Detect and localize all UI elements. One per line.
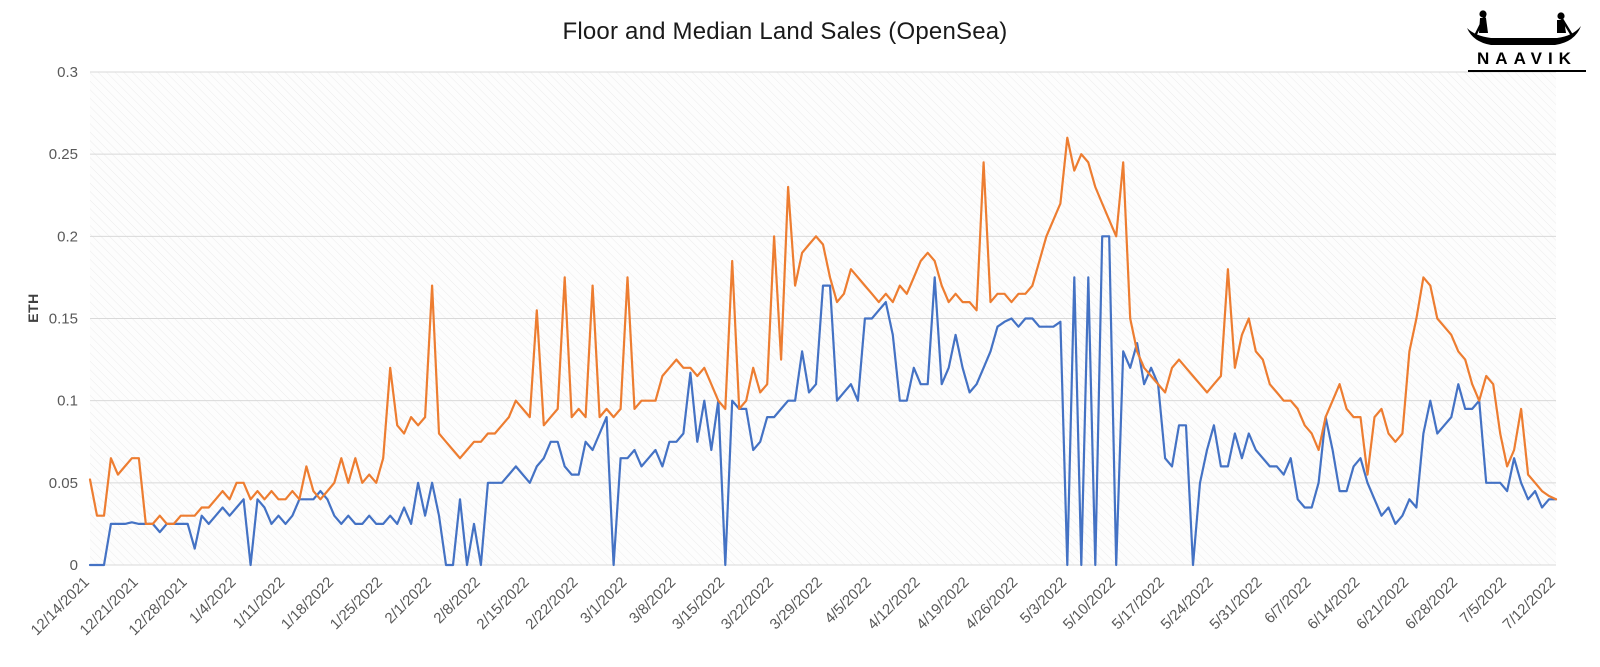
y-tick-label: 0.1 — [57, 393, 78, 410]
y-tick-label: 0.05 — [49, 475, 78, 492]
x-tick-label: 1/18/2022 — [278, 574, 337, 633]
x-tick-label: 5/31/2022 — [1206, 574, 1265, 633]
x-tick-label: 5/24/2022 — [1158, 574, 1217, 633]
y-axis-title: ETH — [24, 293, 41, 323]
floor-series-line — [88, 235, 1558, 567]
y-tick-label: 0.3 — [57, 64, 78, 81]
naavik-logo-text: NAAVIK — [1468, 49, 1586, 72]
x-tick-label: 6/21/2022 — [1353, 574, 1412, 633]
median-series-line — [88, 136, 1558, 526]
x-tick-label: 5/10/2022 — [1060, 574, 1119, 633]
x-tick-label: 2/15/2022 — [473, 574, 532, 633]
x-tick-label: 3/29/2022 — [767, 574, 826, 633]
x-tick-label: 7/12/2022 — [1500, 574, 1559, 633]
y-tick-label: 0 — [70, 557, 78, 574]
x-tick-label: 4/26/2022 — [962, 574, 1021, 633]
naavik-logo: NAAVIK — [1462, 6, 1586, 72]
y-tick-label: 0.2 — [57, 228, 78, 245]
x-tick-label: 4/19/2022 — [913, 574, 972, 633]
x-tick-label: 3/22/2022 — [718, 574, 777, 633]
x-tick-label: 2/22/2022 — [522, 574, 581, 633]
x-tick-label: 4/12/2022 — [864, 574, 923, 633]
data-series — [88, 136, 1558, 567]
x-tick-label: 1/25/2022 — [327, 574, 386, 633]
y-tick-label: 0.15 — [49, 311, 78, 328]
x-tick-label: 2/1/2022 — [382, 574, 435, 627]
x-tick-label: 3/15/2022 — [669, 574, 728, 633]
x-tick-label: 5/17/2022 — [1109, 574, 1168, 633]
y-tick-label: 0.25 — [49, 146, 78, 163]
x-tick-label: 3/1/2022 — [577, 574, 630, 627]
x-tick-label: 6/28/2022 — [1402, 574, 1461, 633]
naavik-boat-icon — [1467, 10, 1581, 45]
chart-title: Floor and Median Land Sales (OpenSea) — [562, 18, 1008, 45]
x-tick-label: 6/14/2022 — [1304, 574, 1363, 633]
